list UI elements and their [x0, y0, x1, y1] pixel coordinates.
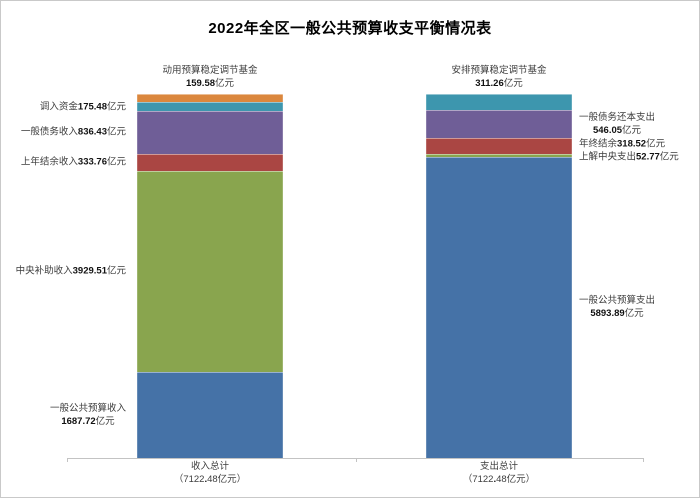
- x-axis-tick: [643, 458, 644, 462]
- category-label: 支出总计 （7122.48亿元）: [462, 461, 536, 485]
- category-label: 收入总计 （7122.48亿元）: [173, 461, 247, 485]
- segment-label: 一般债务还本支出 546.05亿元: [579, 111, 656, 136]
- segment-label: 一般公共预算收入 1687.72亿元: [49, 402, 126, 427]
- bar-segment: [137, 111, 283, 154]
- x-axis-tick: [355, 458, 357, 462]
- segment-label: 一般债务收入836.43亿元: [20, 126, 126, 138]
- segment-label: 调入资金175.48亿元: [39, 101, 126, 113]
- bar-column-income: [137, 94, 283, 458]
- x-axis-tick: [67, 458, 68, 462]
- segment-label: 中央补助收入3929.51亿元: [15, 265, 126, 277]
- bar-segment: [137, 153, 283, 171]
- bar-segment: [137, 94, 283, 103]
- bar-segment: [137, 102, 283, 112]
- segment-label: 年终结余318.52亿元: [579, 138, 666, 150]
- bar-segment: [137, 371, 283, 458]
- bar-column-expense: [426, 94, 572, 458]
- bar-segment: [426, 94, 572, 110]
- bar-segment: [426, 137, 572, 155]
- bar-segment: [426, 154, 572, 157]
- bar-segment: [426, 109, 572, 138]
- chart-title: 2022年全区一般公共预算收支平衡情况表: [208, 20, 492, 37]
- segment-label: 一般公共预算支出 5893.89亿元: [579, 295, 656, 320]
- segment-label: 上年结余收入333.76亿元: [20, 156, 126, 168]
- bar-segment: [426, 156, 572, 458]
- segment-label: 动用预算稳定调节基金 159.58亿元: [162, 65, 258, 89]
- bar-segment: [137, 170, 283, 372]
- segment-label: 上解中央支出52.77亿元: [579, 151, 679, 163]
- segment-label: 安排预算稳定调节基金 311.26亿元: [451, 65, 547, 89]
